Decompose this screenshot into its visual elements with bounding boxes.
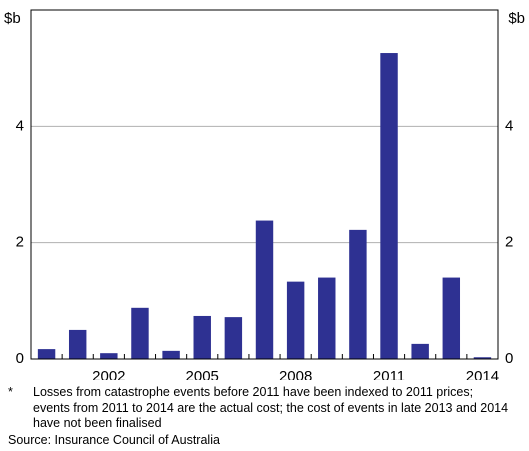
bar bbox=[255, 220, 274, 359]
y-tick-label: 2 bbox=[16, 234, 24, 251]
bar bbox=[162, 350, 180, 359]
x-tick-label: 2011 bbox=[373, 368, 405, 380]
bar bbox=[349, 229, 367, 359]
plot-frame bbox=[30, 9, 499, 360]
y-tick-label: 4 bbox=[16, 117, 24, 134]
chart: $b $b 0 0 2 2 4 4 2002 2005 2008 2011 2014 bbox=[4, 9, 525, 385]
source: Source: Insurance Council of Australia bbox=[8, 433, 220, 447]
y-tick-label-right: 0 bbox=[505, 350, 513, 367]
footnote-text: Losses from catastrophe events before 20… bbox=[33, 385, 509, 430]
y-tick-label-right: 4 bbox=[505, 117, 513, 134]
x-tick-label: 2008 bbox=[279, 368, 312, 380]
bar bbox=[224, 317, 243, 359]
x-tick-label: 2005 bbox=[186, 368, 219, 380]
x-tick-label: 2002 bbox=[92, 368, 125, 380]
bar bbox=[131, 307, 149, 359]
bar bbox=[318, 277, 336, 359]
bar bbox=[68, 329, 87, 359]
y-unit-right: $b bbox=[508, 10, 525, 27]
bar bbox=[411, 343, 429, 359]
bar bbox=[286, 281, 305, 359]
bar bbox=[473, 357, 492, 359]
footnote: * Losses from catastrophe events before … bbox=[8, 385, 520, 432]
bar bbox=[100, 353, 118, 359]
x-tick-label: 2014 bbox=[466, 368, 499, 380]
bar bbox=[37, 349, 56, 359]
y-unit-left: $b bbox=[4, 10, 21, 27]
y-tick-label: 0 bbox=[16, 350, 24, 367]
bar bbox=[380, 53, 398, 359]
footnote-marker: * bbox=[8, 385, 13, 399]
bar bbox=[193, 315, 211, 359]
bar bbox=[442, 277, 461, 359]
y-tick-label-right: 2 bbox=[505, 234, 513, 251]
